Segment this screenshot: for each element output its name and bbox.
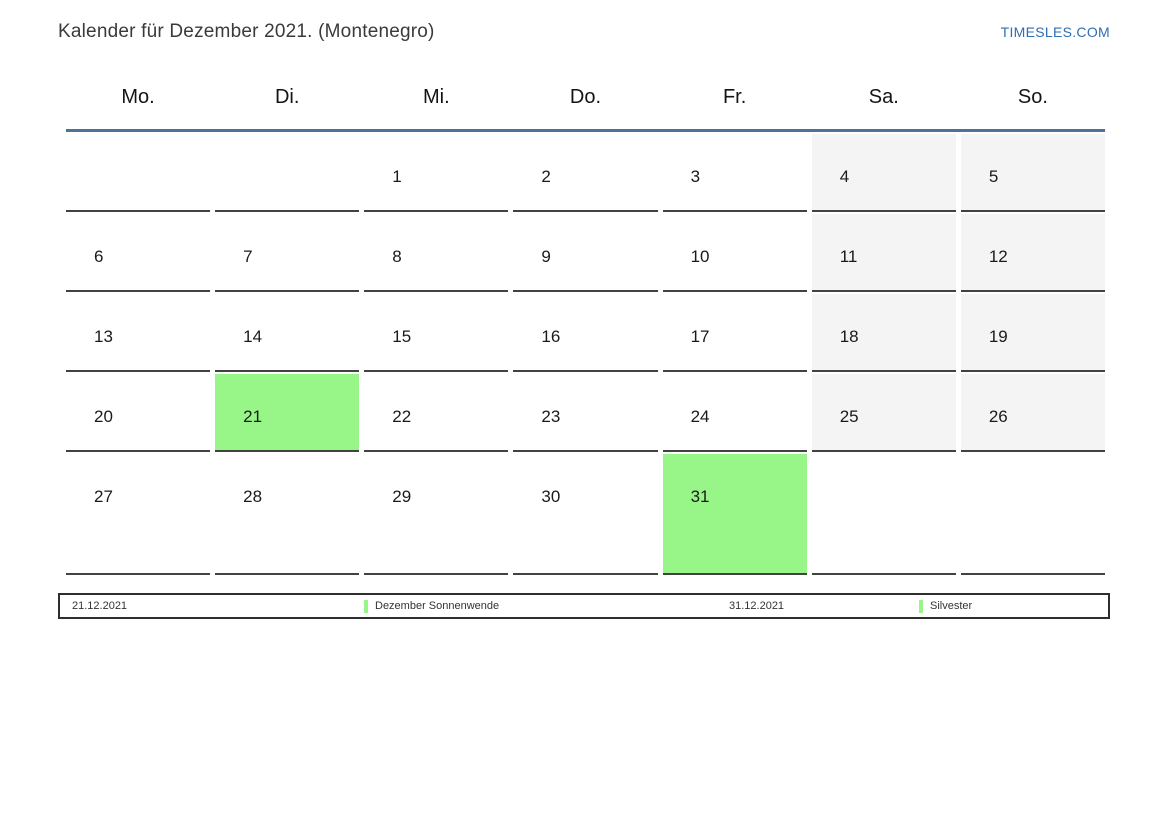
day-number: 16 xyxy=(541,327,561,346)
day-cell-13: 13 xyxy=(66,294,211,372)
day-cell-27: 27 xyxy=(66,454,211,575)
weekday-header-mi: Mi. xyxy=(423,86,450,108)
day-number: 27 xyxy=(94,487,113,506)
day-cell-12: 12 xyxy=(960,214,1105,292)
day-cell-empty xyxy=(960,454,1105,575)
day-cell-18: 18 xyxy=(811,294,956,372)
day-cell-11: 11 xyxy=(811,214,956,292)
legend-date: 21.12.2021 xyxy=(72,595,127,617)
day-cell-25: 25 xyxy=(811,374,956,452)
day-number: 15 xyxy=(392,327,412,346)
day-number: 31 xyxy=(690,487,710,506)
day-number: 18 xyxy=(839,327,859,346)
legend-box: 21.12.2021 Dezember Sonnenwende 31.12.2021… xyxy=(58,593,1110,619)
page-title: Kalender für Dezember 2021. (Montenegro) xyxy=(58,21,435,42)
legend-text: Silvester xyxy=(930,600,973,612)
day-cell-17: 17 xyxy=(662,294,807,372)
day-number: 7 xyxy=(243,247,253,266)
day-number: 17 xyxy=(690,327,710,346)
day-number: 14 xyxy=(243,327,263,346)
day-cell-23: 23 xyxy=(513,374,658,452)
day-number: 28 xyxy=(243,487,263,506)
day-cell-3: 3 xyxy=(662,134,807,212)
day-cell-9: 9 xyxy=(513,214,658,292)
event-marker-icon xyxy=(919,599,923,613)
day-number: 30 xyxy=(541,487,561,506)
day-number: 11 xyxy=(839,247,858,266)
day-cell-15: 15 xyxy=(364,294,509,372)
day-cell-5: 5 xyxy=(960,134,1105,212)
day-number: 26 xyxy=(988,407,1008,426)
weekday-header-so: So. xyxy=(1017,86,1048,108)
weekday-header-row: Mo. Di. Mi. Do. Fr. Sa. So. xyxy=(66,86,1105,109)
day-cell-30: 30 xyxy=(513,454,658,575)
day-cell-empty xyxy=(215,134,360,212)
day-number: 12 xyxy=(988,247,1008,266)
legend-date: 31.12.2021 xyxy=(729,595,784,617)
day-cell-2: 2 xyxy=(513,134,658,212)
day-number: 13 xyxy=(94,327,113,346)
weekday-header-do: Do. xyxy=(569,86,602,108)
day-number: 1 xyxy=(392,167,402,186)
weekday-header-fr: Fr. xyxy=(722,86,747,108)
day-cell-6: 6 xyxy=(66,214,211,292)
day-cell-28: 28 xyxy=(215,454,360,575)
day-number: 19 xyxy=(988,327,1008,346)
day-number: 3 xyxy=(690,167,701,186)
day-cell-26: 26 xyxy=(960,374,1105,452)
day-number: 5 xyxy=(988,167,999,186)
day-cell-empty xyxy=(811,454,956,575)
day-cell-4: 4 xyxy=(811,134,956,212)
day-number: 22 xyxy=(392,407,412,426)
day-cell-16: 16 xyxy=(513,294,658,372)
day-number: 9 xyxy=(541,247,551,266)
day-cell-29: 29 xyxy=(364,454,509,575)
day-number: 4 xyxy=(839,167,850,186)
day-number: 21 xyxy=(243,407,263,426)
day-cell-14: 14 xyxy=(215,294,360,372)
day-cell-19: 19 xyxy=(960,294,1105,372)
day-cell-1: 1 xyxy=(364,134,509,212)
legend-text: Dezember Sonnenwende xyxy=(375,600,500,612)
legend-text: 31.12.2021 xyxy=(729,600,785,612)
day-cell-31: 31 xyxy=(662,454,807,575)
weekday-header-sa: Sa. xyxy=(868,86,899,108)
day-cell-10: 10 xyxy=(662,214,807,292)
weekday-header-di: Di. xyxy=(274,86,300,108)
day-number: 10 xyxy=(690,247,710,266)
legend-event: Silvester xyxy=(919,595,972,617)
day-number: 23 xyxy=(541,407,561,426)
day-cell-20: 20 xyxy=(66,374,211,452)
header-divider xyxy=(66,129,1105,132)
day-number: 24 xyxy=(690,407,710,426)
day-number: 29 xyxy=(392,487,412,506)
day-number: 2 xyxy=(541,167,551,186)
calendar-grid: 1 2 3 4 5 6 7 8 9 10 11 12 13 14 15 16 17 18 19 20 21 22 23 24 2… xyxy=(66,134,1105,575)
day-number: 8 xyxy=(392,247,402,266)
day-cell-22: 22 xyxy=(364,374,509,452)
weekday-header-mo: Mo. xyxy=(121,86,155,108)
day-cell-empty xyxy=(66,134,211,212)
day-number: 20 xyxy=(94,407,113,426)
day-cell-24: 24 xyxy=(662,374,807,452)
legend-text: 21.12.2021 xyxy=(72,600,128,612)
day-cell-7: 7 xyxy=(215,214,360,292)
day-cell-8: 8 xyxy=(364,214,509,292)
event-marker-icon xyxy=(364,599,368,613)
day-number: 6 xyxy=(94,247,104,266)
day-cell-21: 21 xyxy=(215,374,360,452)
brand-link[interactable]: TIMESLES.COM xyxy=(1000,24,1110,40)
legend-event: Dezember Sonnenwende xyxy=(364,595,499,617)
day-number: 25 xyxy=(839,407,859,426)
